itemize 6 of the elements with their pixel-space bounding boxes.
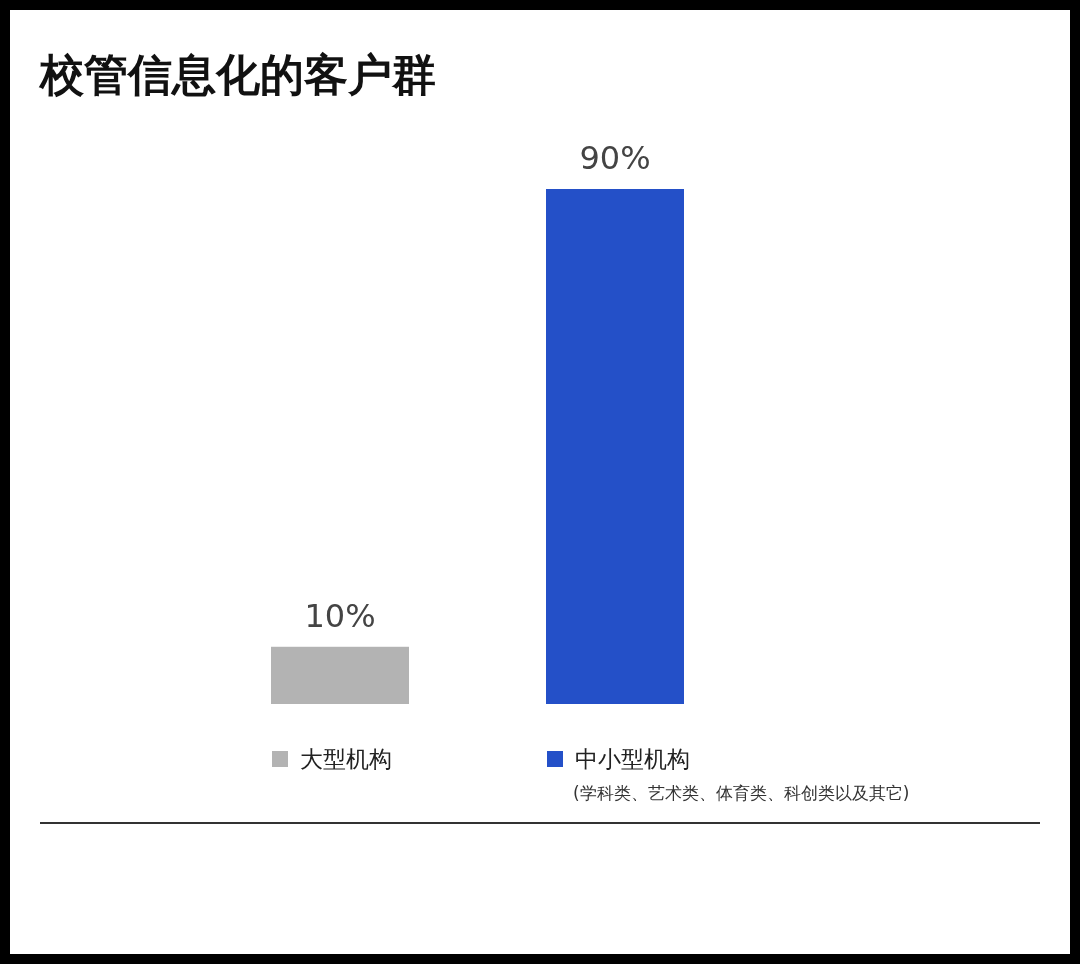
x-tick-label: 大型机构 bbox=[300, 746, 392, 772]
chart-title: 校管信息化的客户群 bbox=[38, 49, 436, 100]
x-tick-label: 中小型机构 bbox=[575, 746, 690, 772]
data-label: 90% bbox=[579, 139, 651, 177]
text: (学科类、艺术类、体育类、科创类以及其它) bbox=[573, 783, 910, 803]
data-label: 10% bbox=[304, 596, 376, 635]
